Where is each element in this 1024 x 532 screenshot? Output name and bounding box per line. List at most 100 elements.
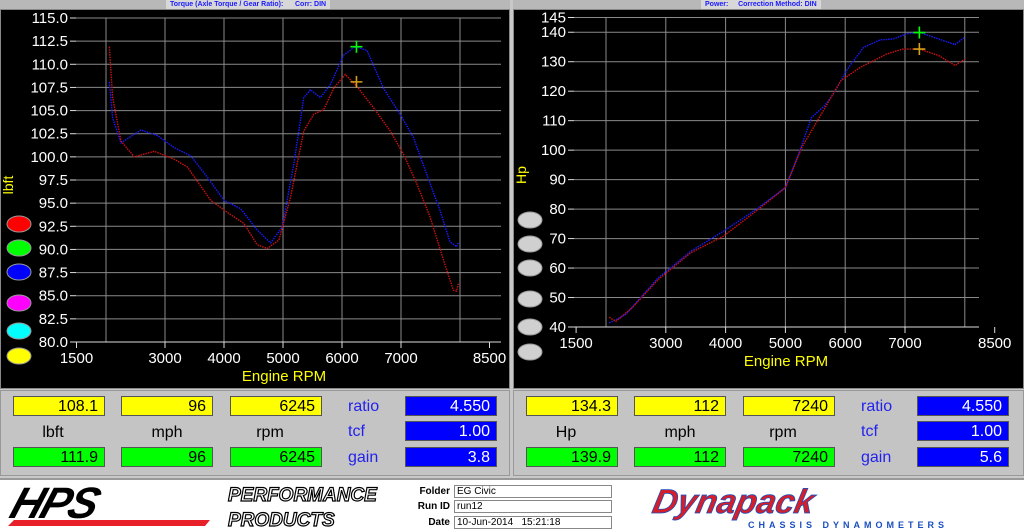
x-axis-title: Engine RPM	[242, 368, 326, 385]
legend-run-button	[517, 211, 543, 229]
x-tick-label: 8500	[978, 335, 1011, 352]
legend-run-button	[517, 290, 543, 308]
speed-value-box: 96	[121, 396, 213, 416]
speed-value-box: 112	[634, 396, 726, 416]
folder-field: EG Civic	[454, 485, 612, 498]
legend-run-button	[6, 215, 32, 233]
peak-speed-box: 112	[634, 447, 726, 467]
torque-chart: 80.0 82.5 85.0 87.5 90.0 92.5 95.0 97.5 100.0 102…	[0, 10, 506, 385]
footer: HPS PERFORMANCE PRODUCTS Folder EG Civic…	[0, 478, 1024, 532]
torque-title-strip: Torque (Axle Torque / Gear Ratio): Corr:…	[0, 0, 510, 9]
y-tick-label: 105.0	[30, 103, 68, 120]
legend-run-button	[6, 263, 32, 281]
legend-run-button	[6, 239, 32, 257]
y-tick-label: 130	[541, 54, 566, 71]
run-id-field: run12	[454, 500, 612, 513]
reference-curve	[608, 31, 966, 324]
svg-text:PERFORMANCE: PERFORMANCE	[228, 485, 378, 506]
y-tick-label: 60	[549, 260, 566, 277]
y-tick-label: 110.0	[32, 56, 68, 73]
y-tick-label: 145	[541, 10, 566, 27]
y-tick-label: 87.5	[39, 265, 68, 282]
peak-marker	[913, 26, 926, 39]
y-tick-label: 50	[549, 290, 566, 307]
torque-title: Torque (Axle Torque / Gear Ratio): Corr:…	[166, 0, 331, 9]
peak-rpm-box: 7240	[743, 447, 835, 467]
x-tick-label: 1500	[60, 350, 93, 367]
ratio-label: ratio	[348, 398, 380, 415]
y-tick-label: 80	[549, 201, 566, 218]
peak-power-box: 139.9	[526, 447, 618, 467]
power-value-box: 134.3	[526, 396, 618, 416]
y-tick-label: 115.0	[32, 10, 68, 27]
x-tick-label: 7000	[384, 350, 417, 367]
rpm-value-box: 7240	[743, 396, 835, 416]
unit-label: mph	[151, 424, 183, 441]
x-tick-label: 3000	[649, 335, 682, 352]
svg-text:HPS: HPS	[4, 480, 106, 528]
ratio-value: 4.550	[405, 396, 497, 416]
torque-chart-panel: 80.0 82.5 85.0 87.5 90.0 92.5 95.0 97.5 100.0 102…	[0, 9, 510, 389]
unit-label: mph	[664, 424, 696, 441]
corrected-curve	[108, 46, 460, 292]
gain-value: 3.8	[405, 447, 497, 467]
x-tick-label: 4000	[207, 350, 240, 367]
legend-run-button	[517, 235, 543, 253]
legend-run-button	[6, 294, 32, 312]
rpm-value-box: 6245	[230, 396, 322, 416]
svg-text:PRODUCTS: PRODUCTS	[228, 510, 335, 531]
y-tick-label: 97.5	[39, 172, 68, 189]
power-chart-panel: 40 50 60 70 80 90 100 110 120 130 140 145 1500 3000 40…	[513, 9, 1024, 389]
peak-torque-box: 111.9	[13, 447, 105, 467]
tcf-value: 1.00	[405, 421, 497, 441]
tcf-label: tcf	[861, 423, 878, 440]
x-tick-label: 8500	[473, 350, 506, 367]
y-tick-label: 85.0	[39, 288, 68, 305]
y-tick-label: 95.0	[39, 195, 68, 212]
y-tick-label: 80.0	[39, 334, 68, 351]
unit-label: rpm	[256, 424, 284, 441]
hps-logo: HPS PERFORMANCE PRODUCTS	[4, 480, 378, 532]
torque-readout: 108.1 96 6245 lbft mph rpm 111.9 96 6245…	[0, 390, 510, 476]
legend-run-button	[517, 318, 543, 336]
ratio-value: 4.550	[917, 396, 1009, 416]
peak-rpm-box: 6245	[230, 447, 322, 467]
y-axis-title: Hp	[514, 166, 529, 184]
y-tick-label: 100.0	[30, 149, 68, 166]
x-tick-label: 1500	[559, 335, 592, 352]
ratio-label: ratio	[861, 398, 893, 415]
y-tick-label: 70	[549, 231, 566, 248]
y-tick-label: 102.5	[30, 126, 68, 143]
svg-text:CHASSIS DYNAMOMETERS: CHASSIS DYNAMOMETERS	[748, 520, 948, 530]
reference-curve	[108, 45, 460, 248]
peak-marker	[350, 75, 363, 88]
torque-value-box: 108.1	[13, 396, 105, 416]
tcf-label: tcf	[348, 423, 365, 440]
y-tick-label: 90.0	[39, 241, 68, 258]
y-axis-title: lbft	[1, 176, 16, 195]
y-tick-label: 92.5	[39, 218, 68, 235]
folder-label: Folder	[419, 486, 450, 497]
gain-label: gain	[861, 449, 892, 466]
y-tick-label: 100	[541, 142, 566, 159]
legend-run-button	[6, 322, 32, 340]
y-tick-label: 82.5	[39, 311, 68, 328]
y-tick-label: 120	[541, 83, 566, 100]
gain-label: gain	[348, 449, 379, 466]
unit-label: rpm	[769, 424, 797, 441]
date-field: 10-Jun-2014 15:21:18	[454, 516, 612, 529]
power-title: Power: Correction Method: DIN	[701, 0, 821, 9]
x-tick-label: 3000	[148, 350, 181, 367]
svg-text:Dynapack: Dynapack	[649, 483, 819, 521]
power-readout: 134.3 112 7240 Hp mph rpm 139.9 112 7240…	[513, 390, 1024, 476]
run-id-label: Run ID	[417, 501, 450, 512]
date-label: Date	[428, 517, 450, 528]
legend-run-button	[517, 259, 543, 277]
x-tick-label: 5000	[769, 335, 802, 352]
power-title-strip: Power: Correction Method: DIN	[513, 0, 1024, 9]
x-tick-label: 7000	[888, 335, 921, 352]
x-tick-label: 4000	[709, 335, 742, 352]
unit-label: Hp	[555, 424, 577, 441]
peak-marker	[913, 43, 926, 56]
